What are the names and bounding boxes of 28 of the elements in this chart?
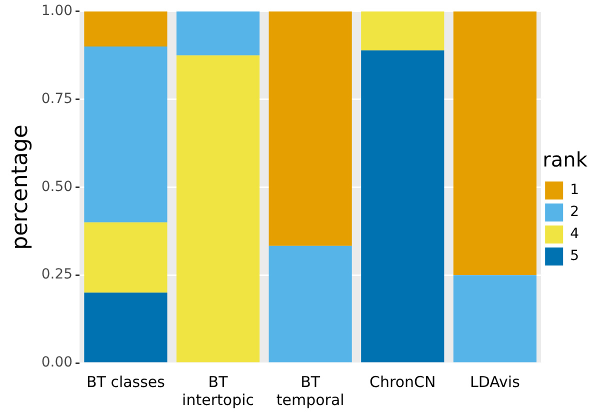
x-tick-label: LDAvis: [470, 372, 520, 391]
bar: [268, 246, 352, 362]
y-tick-label: 0.50: [41, 178, 73, 195]
y-tick-label: 0.75: [41, 90, 73, 107]
bar: [84, 46, 168, 222]
bar: [268, 11, 352, 246]
y-axis-title: percentage: [8, 124, 33, 250]
x-tick-label: BT intertopic: [182, 372, 254, 409]
x-tick-label: ChronCN: [370, 372, 436, 391]
legend-label: 4: [570, 226, 580, 242]
x-tick-label: BT temporal: [276, 372, 344, 409]
y-tick-label: 0.25: [41, 266, 73, 283]
bar: [361, 11, 444, 50]
bar: [84, 222, 168, 293]
legend-label: 5: [570, 248, 580, 264]
bar: [84, 292, 168, 362]
y-tick-label: 1.00: [41, 3, 73, 20]
legend-label: 2: [570, 204, 580, 220]
x-tick-label: BT classes: [86, 372, 166, 391]
bar: [453, 11, 536, 276]
bar: [453, 275, 536, 362]
bar: [176, 55, 260, 362]
y-tick-label: 0.00: [41, 354, 73, 371]
bar: [361, 50, 444, 362]
bar: [84, 11, 168, 47]
bar: [176, 11, 260, 56]
legend-label: 1: [570, 182, 580, 198]
legend-title: rank: [542, 148, 588, 172]
